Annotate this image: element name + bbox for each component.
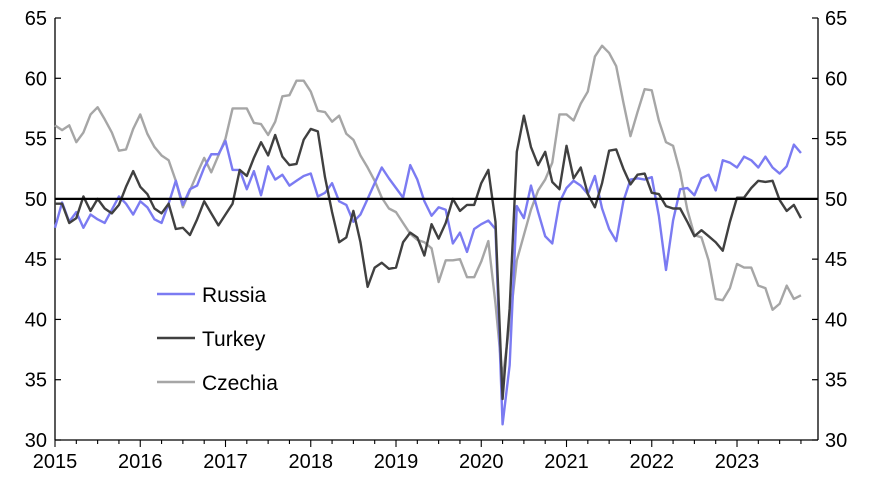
series-lines — [53, 44, 803, 426]
series-line-czechia — [54, 44, 802, 380]
y-tick-label-left: 40 — [25, 309, 47, 331]
x-tick-label: 2022 — [630, 451, 675, 473]
x-tick-label: 2021 — [544, 451, 589, 473]
y-tick-label-right: 60 — [825, 68, 847, 90]
legend-label-russia: Russia — [202, 284, 267, 307]
y-tick-label-right: 45 — [825, 249, 847, 271]
x-tick-label: 2015 — [33, 451, 78, 473]
y-tick-label-left: 55 — [25, 129, 47, 151]
y-tick-label-left: 60 — [25, 68, 47, 90]
series-line-turkey — [55, 114, 803, 401]
x-tick-label: 2017 — [203, 451, 248, 473]
x-tick-label: 2023 — [715, 451, 760, 473]
y-tick-label-right: 35 — [825, 370, 847, 392]
y-tick-label-right: 40 — [825, 309, 847, 331]
x-tick-label: 2020 — [459, 451, 504, 473]
y-tick-label-right: 30 — [825, 430, 847, 452]
y-tick-label-left: 50 — [25, 189, 47, 211]
y-tick-label-right: 65 — [825, 8, 847, 30]
y-tick-label-right: 50 — [825, 189, 847, 211]
x-tick-label: 2018 — [289, 451, 334, 473]
y-tick-label-left: 30 — [25, 430, 47, 452]
y-tick-label-right: 55 — [825, 129, 847, 151]
y-tick-label-left: 65 — [25, 8, 47, 30]
x-tick-label: 2019 — [374, 451, 419, 473]
y-tick-label-left: 45 — [25, 249, 47, 271]
x-tick-label: 2016 — [118, 451, 163, 473]
legend-label-turkey: Turkey — [202, 328, 266, 351]
legend: Russia Turkey Czechia — [157, 284, 278, 395]
axes: 30 30 35 35 40 40 45 45 50 50 55 55 60 60 65 65 2015 2016… — [25, 8, 848, 473]
legend-label-czechia: Czechia — [202, 372, 278, 395]
y-tick-label-left: 35 — [25, 370, 47, 392]
series-line-russia — [53, 139, 802, 426]
